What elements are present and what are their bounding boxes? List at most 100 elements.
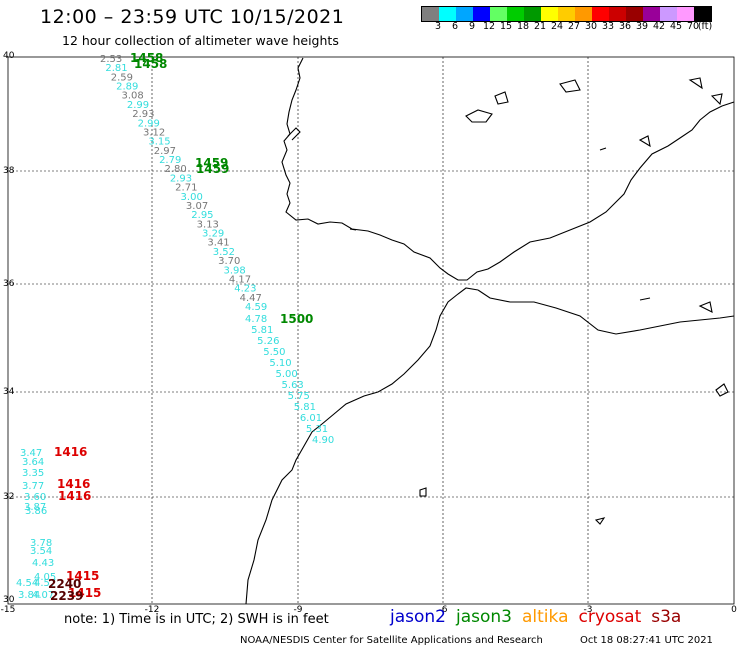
- wave-height-value: 3.13: [197, 219, 219, 230]
- scale-label: 15: [499, 21, 513, 32]
- lat-label: 38: [3, 166, 15, 176]
- satellite-legend: jason2 jason3 altika cryosat s3a: [390, 607, 681, 627]
- pass-time-label: 1415: [68, 586, 101, 600]
- scale-swatch: [524, 7, 541, 21]
- scale-swatch: [660, 7, 677, 21]
- scale-swatch: [592, 7, 609, 21]
- lon-label: -15: [1, 605, 16, 615]
- scale-swatch: [694, 7, 711, 21]
- legend-item-altika: altika: [522, 607, 569, 627]
- lat-label: 32: [3, 492, 14, 502]
- wave-height-value: 3.54: [30, 546, 52, 557]
- wave-height-value: 3.41: [207, 238, 229, 249]
- lat-label: 36: [3, 279, 15, 289]
- scale-swatch: [439, 7, 456, 21]
- lon-label: -6: [439, 605, 448, 615]
- lon-label: 0: [731, 605, 737, 615]
- wave-height-value: 5.50: [263, 347, 285, 358]
- wave-height-value: 2.59: [111, 72, 133, 83]
- wave-height-value: 5.31: [306, 424, 328, 435]
- wave-height-value: 3.87: [24, 502, 46, 513]
- wave-height-value: 2.99: [127, 100, 149, 111]
- wave-height-value: 3.98: [224, 265, 246, 276]
- wave-height-value: 3.64: [22, 457, 44, 468]
- wave-height-value: 3.15: [148, 137, 170, 148]
- scale-label: 33: [601, 21, 615, 32]
- pass-time-label: 1459: [195, 156, 228, 170]
- wave-height-value: 2.95: [191, 210, 213, 221]
- wave-height-value: 5.81: [251, 325, 273, 336]
- wave-height-value: 5.00: [275, 369, 297, 380]
- pass-time-label: 1500: [280, 312, 313, 326]
- pass-time-label: 1458: [130, 51, 163, 65]
- wave-height-value: 3.29: [202, 229, 224, 240]
- wave-height-value: 4.23: [234, 284, 256, 295]
- scale-label: 18: [516, 21, 530, 32]
- scale-label: 21: [533, 21, 547, 32]
- scale-swatch: [677, 7, 694, 21]
- scale-swatch: [507, 7, 524, 21]
- scale-swatch: [473, 7, 490, 21]
- wave-height-value: 2.93: [170, 173, 192, 184]
- altimeter-track-b: 3.473.643.35 3.773.603.873.86 3.783.544.43…: [16, 445, 101, 603]
- color-scale-labels: 3 6 9 12 15 18 21 24 27 30 33 36 39 42 45 70 (ft): [421, 21, 740, 35]
- coastline: [245, 57, 735, 605]
- scale-label: 9: [468, 21, 476, 32]
- wave-height-value: 2.71: [175, 183, 197, 194]
- scale-label: 42: [652, 21, 666, 32]
- wave-height-value: 5.75: [288, 391, 310, 402]
- map-title: 12:00 – 23:59 UTC 10/15/2021: [40, 6, 345, 28]
- wave-height-value: 3.60: [24, 492, 46, 503]
- lat-label: 34: [3, 387, 15, 397]
- pass-time-label: 1416: [57, 477, 90, 491]
- map-subtitle: 12 hour collection of altimeter wave hei…: [62, 33, 339, 48]
- wave-height-value: 6.01: [300, 413, 322, 424]
- lon-label: -12: [145, 605, 160, 615]
- scale-swatch: [422, 7, 439, 21]
- wave-height-value: 2.53: [100, 54, 122, 65]
- wave-height-value: 4.17: [229, 274, 251, 285]
- scale-swatch: [558, 7, 575, 21]
- legend-item-jason2: jason2: [390, 607, 446, 627]
- wave-height-value: 3.35: [22, 468, 44, 479]
- pass-time-label: 1416: [54, 445, 87, 459]
- lat-label: 40: [3, 51, 15, 61]
- wave-height-value: 3.07: [186, 201, 208, 212]
- scale-swatch: [456, 7, 473, 21]
- wave-height-value: 5.10: [269, 358, 291, 369]
- wave-height-value: 4.43: [32, 558, 54, 569]
- scale-swatch: [626, 7, 643, 21]
- wave-height-value: 4.59: [245, 302, 267, 313]
- wave-height-value: 4.47: [240, 293, 262, 304]
- scale-swatch: [490, 7, 507, 21]
- wave-height-value: 3.00: [181, 192, 203, 203]
- lon-label: -3: [584, 605, 593, 615]
- wave-height-value: 3.78: [30, 538, 52, 549]
- wave-height-value: 3.86: [25, 506, 47, 517]
- wave-height-value: 3.12: [143, 127, 165, 138]
- scale-swatch: [541, 7, 558, 21]
- scale-label: 36: [618, 21, 632, 32]
- legend-item-jason3: jason3: [456, 607, 512, 627]
- wave-height-value: 3.70: [218, 256, 240, 267]
- legend-item-cryosat: cryosat: [578, 607, 642, 627]
- footer-note: note: 1) Time is in UTC; 2) SWH is in fe…: [64, 612, 329, 627]
- wave-height-value: 5.26: [257, 336, 279, 347]
- scale-swatch: [643, 7, 660, 21]
- pass-time-label: 1459: [196, 162, 229, 176]
- map-frame: [7, 56, 735, 605]
- credit-line: NOAA/NESDIS Center for Satellite Applica…: [240, 635, 543, 646]
- wave-height-color-scale: [421, 6, 712, 22]
- wave-height-value: 3.77: [22, 481, 44, 492]
- wave-height-value: 4.78: [245, 314, 267, 325]
- scale-label: 70: [686, 21, 700, 32]
- legend-item-s3a: s3a: [651, 607, 682, 627]
- pass-time-label: 1458: [134, 57, 167, 71]
- wave-height-value: 4.54: [16, 578, 38, 589]
- wave-height-value: 2.99: [138, 118, 160, 129]
- scale-label: 12: [482, 21, 496, 32]
- wave-height-value: 4.90: [312, 435, 334, 446]
- scale-label: (ft): [697, 21, 713, 32]
- scale-label: 3: [434, 21, 442, 32]
